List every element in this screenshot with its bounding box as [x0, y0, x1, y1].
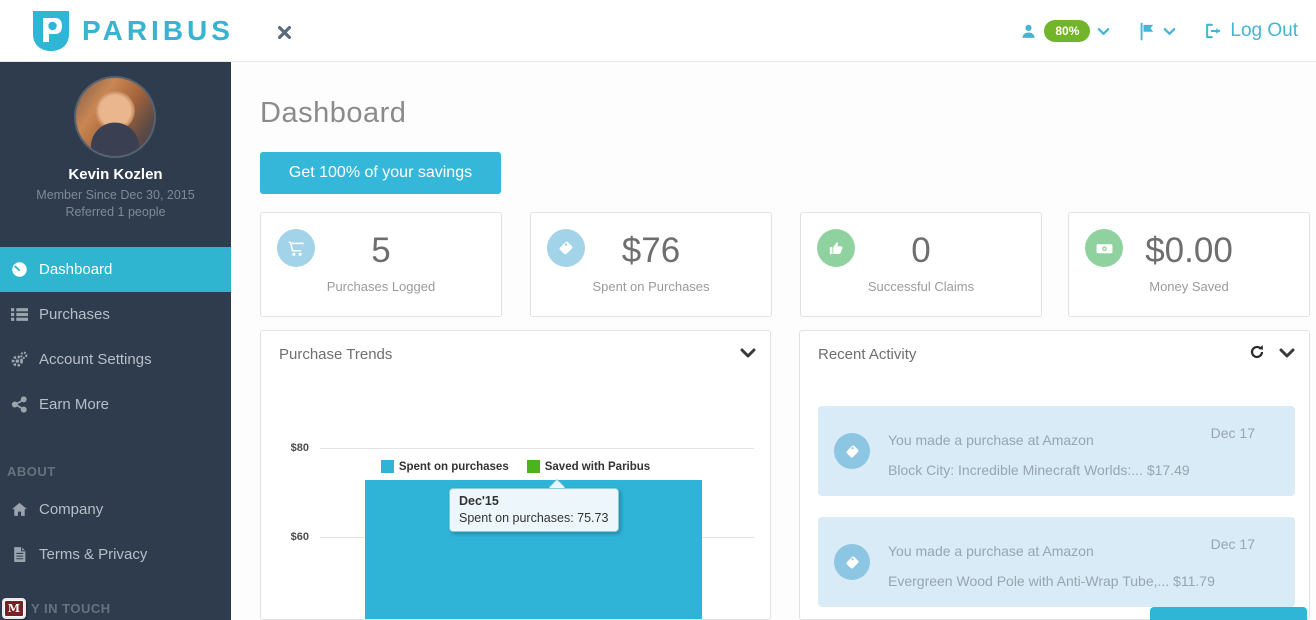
sidebar-item-label: Purchases: [39, 306, 110, 323]
close-icon[interactable]: [278, 26, 291, 39]
chevron-down-icon: [1097, 27, 1110, 36]
legend-item-saved[interactable]: Saved with Paribus: [526, 460, 651, 473]
activity-title: You made a purchase at Amazon: [888, 543, 1094, 559]
legend-swatch-green: [526, 460, 540, 473]
top-header: PARIBUS 80%: [0, 0, 1316, 62]
money-icon: [1085, 229, 1123, 267]
chevron-down-icon: [1163, 27, 1176, 36]
sidebar-item-dashboard[interactable]: Dashboard: [0, 247, 231, 292]
chevron-down-icon[interactable]: [740, 348, 756, 358]
activity-title: You made a purchase at Amazon: [888, 432, 1094, 448]
legend-item-spent[interactable]: Spent on purchases: [380, 460, 509, 473]
logout-icon: [1204, 22, 1222, 40]
activity-detail: Evergreen Wood Pole with Anti-Wrap Tube,…: [888, 573, 1215, 589]
activity-date: Dec 17: [1210, 425, 1255, 441]
sidebar-item-label: Earn More: [39, 396, 110, 413]
person-icon: [1020, 23, 1037, 40]
user-avatar[interactable]: [74, 76, 156, 158]
legend-swatch-teal: [380, 460, 394, 473]
stat-label: Purchases Logged: [326, 279, 436, 294]
recent-activity-header: Recent Activity: [800, 331, 1309, 375]
stat-card-spent-on-purchases: $76 Spent on Purchases: [530, 212, 772, 317]
profile-menu[interactable]: 80%: [1020, 20, 1110, 42]
get-savings-button[interactable]: Get 100% of your savings: [260, 152, 501, 194]
stat-label: Successful Claims: [867, 279, 975, 294]
purchase-trends-header: Purchase Trends: [261, 331, 770, 375]
legend-label: Saved with Paribus: [544, 460, 651, 473]
sidebar-nav: Dashboard Purchases Account Settings Ear…: [0, 247, 231, 427]
recent-activity-panel: Recent Activity You made a purchase at A…: [799, 330, 1310, 620]
cart-icon: [277, 229, 315, 267]
thumbs-up-icon: [817, 229, 855, 267]
share-icon: [11, 396, 28, 413]
stay-in-touch-section: M Y IN TOUCH: [2, 598, 111, 619]
stat-label: Spent on Purchases: [592, 279, 710, 294]
sidebar-item-label: Dashboard: [39, 261, 113, 278]
paribus-logo[interactable]: PARIBUS: [30, 9, 234, 53]
sidebar-about-nav: Company Terms & Privacy: [0, 487, 231, 577]
brand-name: PARIBUS: [82, 15, 234, 46]
sidebar-item-purchases[interactable]: Purchases: [0, 292, 231, 337]
y-axis-tick: $60: [290, 531, 309, 543]
logout-label: Log Out: [1230, 20, 1298, 41]
list-icon: [11, 306, 28, 323]
panel-title: Purchase Trends: [279, 346, 393, 363]
gears-icon: [11, 351, 28, 368]
document-icon: [11, 546, 28, 563]
tag-icon: [834, 544, 870, 580]
referred-count: Referred 1 people: [65, 205, 166, 219]
paribus-shield-icon: [30, 9, 72, 53]
chevron-down-icon[interactable]: [1279, 348, 1295, 358]
y-axis-tick: $80: [290, 442, 309, 454]
home-icon: [11, 501, 28, 518]
tag-icon: [834, 433, 870, 469]
sidebar-item-earn-more[interactable]: Earn More: [0, 382, 231, 427]
page-title: Dashboard: [260, 97, 407, 129]
panel-title: Recent Activity: [818, 346, 917, 363]
dashboard-icon: [11, 261, 28, 278]
activity-item[interactable]: You made a purchase at Amazon Dec 17 Eve…: [818, 517, 1295, 607]
header-actions: 80% Log Out: [1020, 0, 1306, 62]
chart-tooltip: Dec'15 Spent on purchases: 75.73: [449, 488, 619, 532]
member-since: Member Since Dec 30, 2015: [36, 188, 195, 202]
gridline-80: [320, 448, 754, 449]
activity-item[interactable]: You made a purchase at Amazon Dec 17 Blo…: [818, 406, 1295, 496]
stat-card-money-saved: $0.00 Money Saved: [1068, 212, 1310, 317]
chart-legend: Spent on purchases Saved with Paribus: [261, 460, 770, 473]
tag-icon: [547, 229, 585, 267]
see-more-activity-button[interactable]: [1150, 607, 1307, 620]
activity-date: Dec 17: [1210, 536, 1255, 552]
sidebar-item-terms-privacy[interactable]: Terms & Privacy: [0, 532, 231, 577]
sidebar-item-label: Company: [39, 501, 104, 518]
stat-value: $76: [621, 231, 681, 270]
stat-value: 0: [911, 231, 931, 270]
user-name: Kevin Kozlen: [68, 166, 163, 183]
about-section-header: ABOUT: [7, 464, 56, 479]
legend-label: Spent on purchases: [398, 460, 509, 473]
sidebar-item-label: Account Settings: [39, 351, 152, 368]
stat-value: 5: [371, 231, 391, 270]
stat-card-purchases-logged: 5 Purchases Logged: [260, 212, 502, 317]
refresh-icon[interactable]: [1249, 344, 1265, 360]
stat-value: $0.00: [1145, 231, 1233, 270]
m-badge-icon: M: [2, 598, 26, 619]
logout-button[interactable]: Log Out: [1204, 20, 1298, 42]
notifications-menu[interactable]: [1138, 22, 1176, 41]
stat-card-successful-claims: 0 Successful Claims: [800, 212, 1042, 317]
tooltip-title: Dec'15: [459, 494, 499, 508]
tooltip-caret: [549, 480, 565, 488]
tooltip-body: Spent on purchases: 75.73: [459, 511, 609, 525]
purchase-trends-chart: $80 $60 $40 Spent on purchases Saved wit…: [261, 375, 770, 619]
sidebar-item-account-settings[interactable]: Account Settings: [0, 337, 231, 382]
profile-completion-badge: 80%: [1044, 20, 1091, 42]
flag-icon: [1138, 22, 1157, 41]
activity-detail: Block City: Incredible Minecraft Worlds:…: [888, 462, 1190, 478]
stay-in-touch-label: Y IN TOUCH: [31, 601, 111, 616]
sidebar: Kevin Kozlen Member Since Dec 30, 2015 R…: [0, 62, 231, 620]
sidebar-item-label: Terms & Privacy: [39, 546, 148, 563]
stat-label: Money Saved: [1149, 279, 1229, 294]
purchase-trends-panel: Purchase Trends $80 $60 $40 Spent on pur…: [260, 330, 771, 620]
sidebar-item-company[interactable]: Company: [0, 487, 231, 532]
